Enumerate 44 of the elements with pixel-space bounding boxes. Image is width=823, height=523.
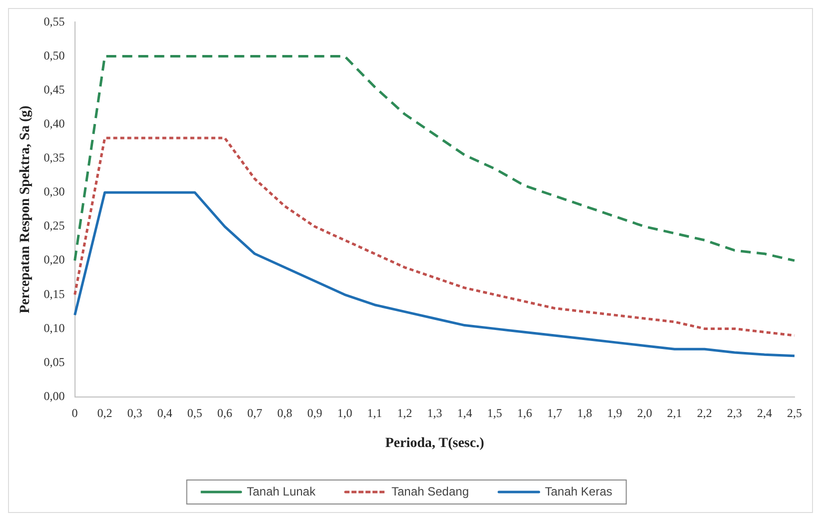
- y-tick-label: 0,00: [44, 388, 65, 403]
- x-tick-label: 1,6: [517, 406, 532, 420]
- x-tick-label: 2,1: [667, 406, 682, 420]
- legend-label: Tanah Lunak: [246, 484, 316, 498]
- y-axis-title: Percepatan Respon Spektra, Sa (g): [18, 105, 34, 314]
- y-tick-label: 0,40: [44, 116, 65, 131]
- y-tick-label: 0,35: [44, 150, 65, 165]
- x-axis-title: Perioda, T(sesc.): [385, 436, 484, 452]
- x-tick-label: 0,4: [157, 406, 172, 420]
- x-tick-label: 1,0: [337, 406, 352, 420]
- y-tick-label: 0,20: [44, 252, 65, 267]
- line-series: [74, 55, 796, 262]
- x-tick-label: 1,8: [577, 406, 592, 420]
- x-tick-label: 1,4: [457, 406, 472, 420]
- x-tick-label: 0: [72, 406, 78, 420]
- y-tick-label: 0,10: [44, 320, 65, 335]
- x-tick-label: 1,1: [367, 406, 382, 420]
- x-tick-label: 1,3: [427, 406, 442, 420]
- x-tick-label: 1,9: [607, 406, 622, 420]
- y-tick-label: 0,55: [44, 14, 65, 28]
- x-tick-label: 2,0: [637, 406, 652, 420]
- x-tick-label: 2,4: [757, 406, 772, 420]
- legend-label: Tanah Keras: [544, 484, 612, 498]
- x-tick-label: 2,2: [697, 406, 712, 420]
- x-tick-label: 0,7: [247, 406, 262, 420]
- line-series: [74, 136, 796, 337]
- x-tick-label: 2,5: [787, 406, 802, 420]
- x-tick-label: 0,3: [127, 406, 142, 420]
- x-tick-label: 2,3: [727, 406, 742, 420]
- x-tick-label: 1,2: [397, 406, 412, 420]
- y-tick-label: 0,50: [44, 48, 65, 62]
- y-tick-label: 0,25: [44, 218, 65, 233]
- legend-label: Tanah Sedang: [391, 484, 469, 498]
- x-tick-label: 1,7: [547, 406, 562, 420]
- y-tick-label: 0,45: [44, 82, 65, 96]
- x-tick-label: 1,5: [487, 406, 502, 420]
- y-tick-label: 0,05: [44, 354, 65, 369]
- y-tick-label: 0,15: [44, 286, 65, 301]
- x-tick-label: 0,5: [187, 406, 202, 420]
- x-tick-label: 0,8: [277, 406, 292, 420]
- x-tick-label: 0,6: [217, 406, 232, 420]
- x-tick-label: 0,9: [307, 406, 322, 420]
- x-tick-label: 0,2: [97, 406, 112, 420]
- y-tick-label: 0,30: [44, 184, 65, 199]
